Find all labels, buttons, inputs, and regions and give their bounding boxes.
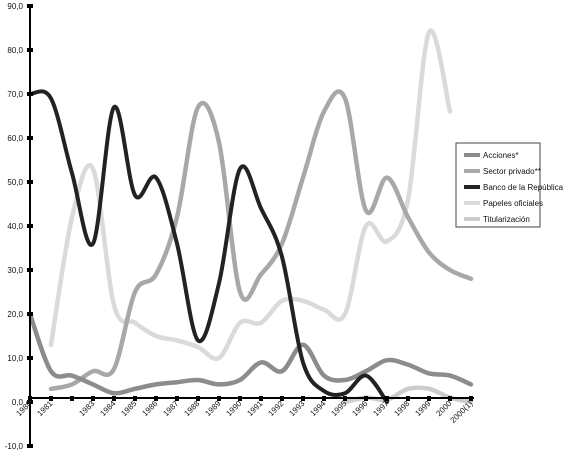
legend-label: Titularización bbox=[483, 215, 530, 224]
x-tick-mark bbox=[49, 396, 53, 401]
y-tick-label: 50,0 bbox=[7, 178, 23, 187]
y-tick-label: 0,0 bbox=[12, 398, 24, 407]
y-tick-mark bbox=[27, 136, 33, 140]
x-tick-label: 1984 bbox=[98, 399, 117, 418]
x-tick-label: 1987 bbox=[161, 399, 180, 418]
x-tick-label: 1986 bbox=[140, 399, 159, 418]
x-tick-mark bbox=[175, 396, 179, 401]
x-tick-mark bbox=[217, 396, 221, 401]
x-tick-label: 1998 bbox=[392, 399, 411, 418]
x-tick-mark bbox=[259, 396, 263, 401]
x-tick-label: 1981 bbox=[35, 399, 54, 418]
y-tick-mark bbox=[27, 224, 33, 228]
series-lines bbox=[27, 28, 474, 405]
x-tick-label: 1990 bbox=[224, 399, 243, 418]
legend: Acciones* Sector privado** Banco de la Rep… bbox=[455, 142, 564, 228]
x-tick-label: 1993 bbox=[287, 399, 306, 418]
legend-label: Banco de la República bbox=[483, 183, 564, 192]
x-tick-label: 1989 bbox=[203, 399, 222, 418]
x-tick-label: 1999 bbox=[413, 399, 432, 418]
y-tick-mark bbox=[27, 92, 33, 96]
y-tick-label: -10,0 bbox=[5, 442, 24, 451]
legend-label: Sector privado** bbox=[483, 167, 541, 176]
x-tick-mark bbox=[112, 396, 116, 401]
x-tick-mark bbox=[385, 396, 389, 401]
y-tick-mark bbox=[27, 356, 33, 360]
x-tick-label: 1992 bbox=[266, 399, 285, 418]
y-tick-mark bbox=[27, 312, 33, 316]
x-tick-mark bbox=[280, 396, 284, 401]
x-tick-label: 1988 bbox=[182, 399, 201, 418]
y-tick-mark bbox=[27, 48, 33, 52]
y-tick-label: 20,0 bbox=[7, 310, 23, 319]
y-tick-label: 80,0 bbox=[7, 46, 23, 55]
x-tick-mark bbox=[196, 396, 200, 401]
x-tick-mark bbox=[28, 396, 32, 401]
legend-items: Acciones* Sector privado** Banco de la Rep… bbox=[464, 151, 564, 224]
y-tick-mark bbox=[27, 444, 33, 448]
x-tick-mark bbox=[427, 396, 431, 401]
x-tick-mark bbox=[322, 396, 326, 401]
y-tick-mark bbox=[27, 400, 33, 404]
y-tick-mark bbox=[27, 268, 33, 272]
series-line-3-0 bbox=[48, 28, 453, 362]
series-line-1-0 bbox=[48, 89, 474, 392]
x-tick-labels: 1980 1981 1983 1984 1985 1986 1987 1988 1989 1990… bbox=[14, 396, 475, 425]
x-tick-label: 1991 bbox=[245, 399, 264, 418]
x-tick-mark bbox=[154, 396, 158, 401]
x-tick-label: 1983 bbox=[77, 399, 96, 418]
y-tick-label: 30,0 bbox=[7, 266, 23, 275]
x-tick-mark bbox=[364, 396, 368, 401]
legend-label: Acciones* bbox=[483, 151, 519, 160]
legend-label: Papeles oficiales bbox=[483, 199, 543, 208]
x-tick-mark bbox=[343, 396, 347, 401]
x-tick-mark bbox=[301, 396, 305, 401]
x-tick-mark bbox=[133, 396, 137, 401]
x-tick-mark bbox=[91, 396, 95, 401]
y-tick-label: 60,0 bbox=[7, 134, 23, 143]
x-tick-label: 1994 bbox=[308, 399, 327, 418]
y-tick-labels: -10,0 0,0 10,0 20,0 30,0 40,0 50,0 60,0 70,0 80,0… bbox=[5, 2, 33, 451]
y-tick-label: 90,0 bbox=[7, 2, 23, 11]
x-tick-mark bbox=[406, 396, 410, 401]
x-tick-mark bbox=[238, 396, 242, 401]
y-tick-label: 70,0 bbox=[7, 90, 23, 99]
series-line-0-0 bbox=[27, 311, 474, 396]
series-line-2-0 bbox=[28, 89, 389, 404]
x-tick-mark bbox=[70, 396, 74, 401]
x-tick-label: 1985 bbox=[119, 399, 138, 418]
x-tick-mark bbox=[469, 396, 473, 401]
y-tick-label: 40,0 bbox=[7, 222, 23, 231]
y-tick-label: 10,0 bbox=[7, 354, 23, 363]
y-tick-mark bbox=[27, 180, 33, 184]
x-tick-mark bbox=[448, 396, 452, 401]
x-tick-label: 2000(1) bbox=[449, 399, 475, 425]
y-tick-mark bbox=[27, 4, 33, 8]
